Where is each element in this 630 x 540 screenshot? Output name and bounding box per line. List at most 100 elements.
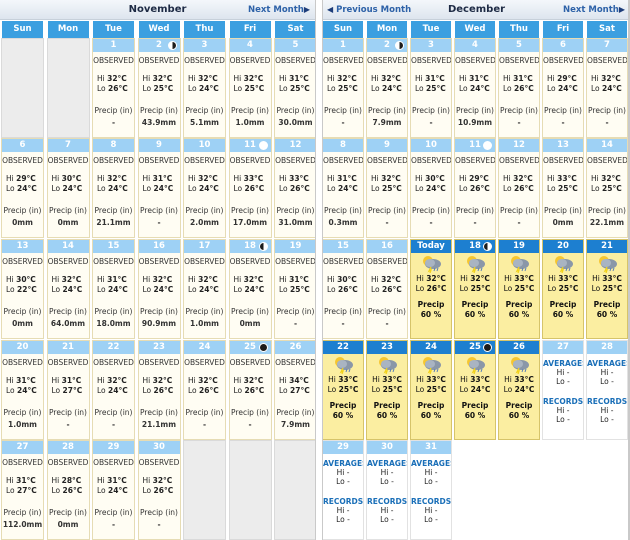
- day-cell[interactable]: 27 OBSERVED Hi 31°C Lo 27°C Precip (in) 112.0…: [1, 440, 44, 540]
- hi-record: -: [434, 506, 438, 515]
- lo-temp: 26°C: [514, 84, 534, 93]
- day-cell[interactable]: 14 OBSERVED Hi 32°C Lo 24°C Precip (in) 64.0m…: [46, 239, 90, 339]
- day-cell[interactable]: 4 OBSERVED Hi 31°C Lo 24°C Precip (in) 10.9mm: [454, 38, 496, 138]
- lo-label: Lo: [233, 84, 243, 93]
- hi-label: Hi: [548, 274, 556, 283]
- records-link[interactable]: RECORDS: [411, 497, 451, 506]
- day-cell[interactable]: 11 OBSERVED Hi 33°C Lo 26°C Precip (in) 17.0m…: [228, 138, 272, 238]
- precip-label: Precip (in): [185, 206, 224, 215]
- day-cell[interactable]: 24 OBSERVED Hi 32°C Lo 26°C Precip (in) -: [183, 340, 226, 440]
- day-cell[interactable]: 11 OBSERVED Hi 29°C Lo 26°C Precip (in) -: [454, 138, 496, 238]
- day-cell[interactable]: 8 OBSERVED Hi 32°C Lo 24°C Precip (in) 21.1mm: [92, 138, 135, 238]
- next-month-label[interactable]: Next Month: [562, 5, 619, 15]
- lo-label: Lo: [503, 385, 513, 394]
- day-cell[interactable]: 7 OBSERVED Hi 30°C Lo 24°C Precip (in) 0mm: [46, 138, 90, 238]
- day-cell[interactable]: 13 OBSERVED Hi 33°C Lo 25°C Precip (in) 0mm: [542, 138, 584, 238]
- next-month-link[interactable]: Next Month▶: [248, 5, 310, 15]
- previous-month-label[interactable]: Previous Month: [336, 5, 412, 15]
- day-cell[interactable]: 1 OBSERVED Hi 32°C Lo 26°C Precip (in) -: [92, 38, 135, 138]
- day-cell[interactable]: 29 OBSERVED Hi 31°C Lo 24°C Precip (in) -: [92, 440, 135, 540]
- day-cell[interactable]: 25 OBSERVED Hi 32°C Lo 26°C Precip (in) -: [228, 340, 272, 440]
- day-cell[interactable]: 12 OBSERVED Hi 32°C Lo 26°C Precip (in) -: [498, 138, 540, 238]
- precip-value: 21.1mm: [141, 420, 177, 429]
- day-cell[interactable]: 22 OBSERVED Hi 32°C Lo 24°C Precip (in) -: [92, 340, 135, 440]
- next-month-link[interactable]: Next Month▶: [563, 5, 625, 15]
- averages-link[interactable]: AVERAGES: [543, 359, 583, 368]
- day-cell[interactable]: 2 OBSERVED Hi 32°C Lo 24°C Precip (in) 7.9mm: [366, 38, 408, 138]
- day-cell[interactable]: 10 OBSERVED Hi 32°C Lo 24°C Precip (in) 2.0mm: [183, 138, 226, 238]
- lo-temp: 24°C: [338, 184, 358, 193]
- day-cell[interactable]: 1 OBSERVED Hi 32°C Lo 25°C Precip (in) -: [323, 38, 364, 138]
- day-cell[interactable]: 16 OBSERVED Hi 32°C Lo 24°C Precip (in) 90.9m…: [137, 239, 181, 339]
- hi-temp: 32°C: [426, 274, 446, 283]
- day-cell[interactable]: 12 OBSERVED Hi 33°C Lo 26°C Precip (in) 31.0m…: [274, 138, 315, 238]
- averages-link[interactable]: AVERAGES: [411, 459, 451, 468]
- records-link[interactable]: RECORDS: [543, 397, 583, 406]
- lo-label: Lo: [415, 284, 425, 293]
- day-cell[interactable]: 16 OBSERVED Hi 32°C Lo 26°C Precip (in) -: [366, 239, 408, 339]
- forecast-cell[interactable]: 22 Hi 33°C Lo 25°C Precip 60 %: [323, 340, 364, 440]
- day-cell[interactable]: 21 OBSERVED Hi 31°C Lo 27°C Precip (in) -: [46, 340, 90, 440]
- day-cell[interactable]: 23 OBSERVED Hi 32°C Lo 26°C Precip (in) 21.1m…: [137, 340, 181, 440]
- day-cell[interactable]: 18 OBSERVED Hi 32°C Lo 24°C Precip (in) 0mm: [228, 239, 272, 339]
- lo-temp: 26°C: [62, 486, 83, 495]
- lo-record-row: Lo -: [543, 415, 583, 424]
- forecast-cell[interactable]: 18 Hi 32°C Lo 25°C Precip 60 %: [454, 239, 496, 339]
- day-cell[interactable]: 5 OBSERVED Hi 31°C Lo 25°C Precip (in) 30.0mm: [274, 38, 316, 138]
- day-cell[interactable]: 8 OBSERVED Hi 31°C Lo 24°C Precip (in) 0.3mm: [323, 138, 364, 238]
- observed-label: OBSERVED: [275, 56, 316, 65]
- records-link[interactable]: RECORDS: [587, 397, 627, 406]
- day-cell[interactable]: 6 OBSERVED Hi 29°C Lo 24°C Precip (in) 0mm: [1, 138, 44, 238]
- forecast-cell[interactable]: 21 Hi 33°C Lo 25°C Precip 60 %: [586, 239, 628, 339]
- lo-temp-row: Lo 24°C: [6, 184, 43, 194]
- day-cell[interactable]: 3 OBSERVED Hi 31°C Lo 25°C Precip (in) -: [410, 38, 452, 138]
- hi-temp: 31°C: [289, 74, 309, 83]
- hi-temp: 32°C: [198, 275, 218, 284]
- averages-link[interactable]: AVERAGES: [367, 459, 407, 468]
- forecast-cell[interactable]: 26 Hi 33°C Lo 24°C Precip 60 %: [498, 340, 540, 440]
- day-cell[interactable]: 20 OBSERVED Hi 31°C Lo 24°C Precip (in) 1.0mm: [1, 340, 44, 440]
- forecast-cell[interactable]: 20 Hi 33°C Lo 25°C Precip 60 %: [542, 239, 584, 339]
- averages-link[interactable]: AVERAGES: [323, 459, 363, 468]
- day-cell[interactable]: 9 OBSERVED Hi 31°C Lo 24°C Precip (in) -: [137, 138, 181, 238]
- day-cell[interactable]: 15 OBSERVED Hi 31°C Lo 24°C Precip (in) 18.0m…: [92, 239, 135, 339]
- day-cell[interactable]: 15 OBSERVED Hi 30°C Lo 26°C Precip (in) -: [323, 239, 364, 339]
- lo-temp-row: Lo 24°C: [188, 184, 225, 194]
- day-cell[interactable]: 6 OBSERVED Hi 29°C Lo 24°C Precip (in) -: [542, 38, 584, 138]
- scrollbar[interactable]: [628, 0, 630, 540]
- precip-label: Precip (in): [231, 307, 269, 316]
- records-link[interactable]: RECORDS: [367, 497, 407, 506]
- day-cell[interactable]: 7 OBSERVED Hi 32°C Lo 24°C Precip (in) -: [586, 38, 628, 138]
- previous-month-link[interactable]: ◀ Previous Month: [327, 5, 411, 15]
- forecast-cell[interactable]: 23 Hi 33°C Lo 25°C Precip 60 %: [366, 340, 408, 440]
- records-link[interactable]: RECORDS: [323, 497, 363, 506]
- hi-lo-temps: Hi 31°C Lo 25°C: [279, 74, 315, 94]
- day-cell[interactable]: 26 OBSERVED Hi 34°C Lo 27°C Precip (in) 7.9mm: [274, 340, 315, 440]
- forecast-cell[interactable]: 25 Hi 33°C Lo 24°C Precip 60 %: [454, 340, 496, 440]
- averages-link[interactable]: AVERAGES: [587, 359, 627, 368]
- hi-temp: 33°C: [243, 174, 264, 183]
- day-cell[interactable]: 4 OBSERVED Hi 32°C Lo 25°C Precip (in) 1.0mm: [228, 38, 272, 138]
- day-cell[interactable]: 10 OBSERVED Hi 30°C Lo 24°C Precip (in) -: [410, 138, 452, 238]
- day-cell[interactable]: 17 OBSERVED Hi 32°C Lo 24°C Precip (in) 1.0mm: [183, 239, 226, 339]
- day-cell[interactable]: 30 OBSERVED Hi 32°C Lo 26°C Precip (in) -: [137, 440, 181, 540]
- hi-temp-row: Hi 31°C: [279, 275, 315, 285]
- day-cell[interactable]: 2 OBSERVED Hi 32°C Lo 25°C Precip (in) 43.9mm: [137, 38, 181, 138]
- day-cell[interactable]: 9 OBSERVED Hi 32°C Lo 25°C Precip (in) -: [366, 138, 408, 238]
- day-cell[interactable]: 28 OBSERVED Hi 28°C Lo 26°C Precip (in) 0mm: [46, 440, 90, 540]
- today-forecast-cell[interactable]: Today Hi 32°C Lo 26°C Precip 60 %: [410, 239, 452, 339]
- day-cell[interactable]: 19 OBSERVED Hi 31°C Lo 25°C Precip (in) -: [274, 239, 315, 339]
- day-cell[interactable]: 14 OBSERVED Hi 32°C Lo 25°C Precip (in) 22.1m…: [586, 138, 628, 238]
- day-cell[interactable]: 3 OBSERVED Hi 32°C Lo 24°C Precip (in) 5.1mm: [183, 38, 226, 138]
- forecast-cell[interactable]: 19 Hi 33°C Lo 25°C Precip 60 %: [498, 239, 540, 339]
- day-number: 6: [2, 139, 43, 152]
- day-cell[interactable]: 5 OBSERVED Hi 31°C Lo 26°C Precip (in) -: [498, 38, 540, 138]
- day-cell[interactable]: 13 OBSERVED Hi 30°C Lo 22°C Precip (in) 0mm: [1, 239, 44, 339]
- forecast-cell[interactable]: 24 Hi 33°C Lo 25°C Precip 60 %: [410, 340, 452, 440]
- next-month-label[interactable]: Next Month: [247, 5, 304, 15]
